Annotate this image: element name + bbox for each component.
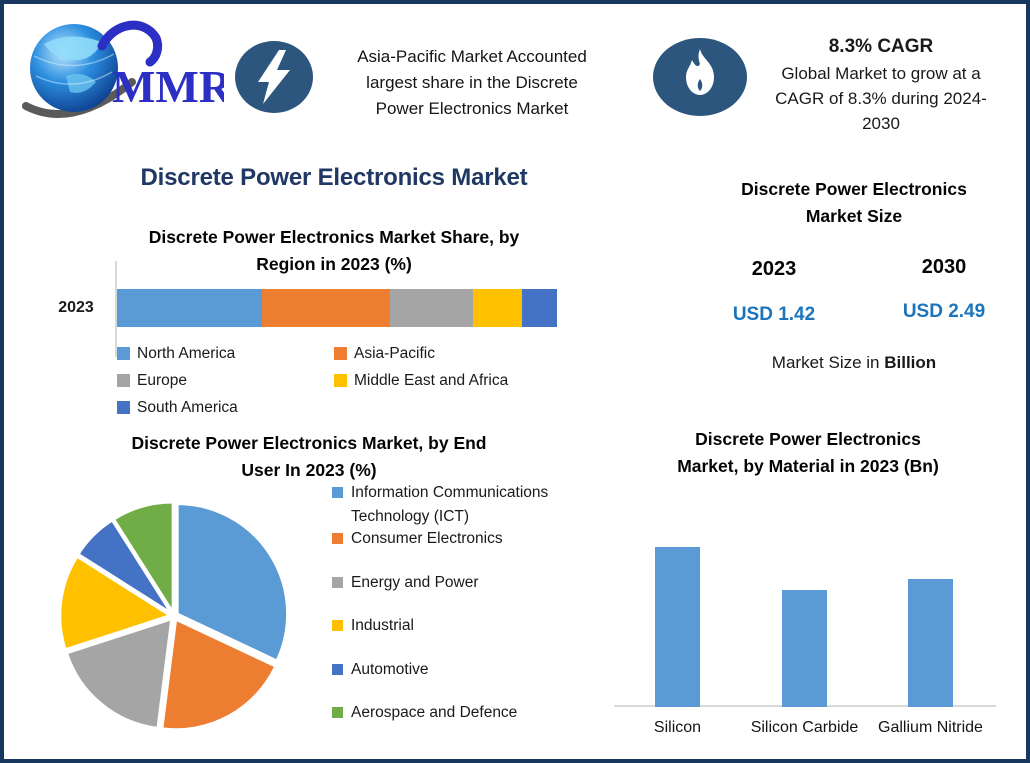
legend-label-middle-east-and-africa: Middle East and Africa	[354, 371, 509, 389]
region-chart-axis	[115, 261, 117, 357]
region-chart-row-label: 2023	[58, 299, 94, 316]
legend-item-europe: Europe	[117, 367, 334, 394]
legend-swatch-information-communications-technology-ict	[332, 487, 343, 498]
enduser-legend: Information Communications Technology (I…	[332, 481, 590, 745]
pie-slice-information-communications-technology-ict	[176, 502, 289, 663]
material-bar-gallium-nitride	[908, 579, 953, 707]
enduser-chart-title-line: User In 2023 (%)	[241, 460, 377, 480]
cagr-line: Global Market to grow at a	[781, 64, 981, 83]
share-headline-line: largest share in the Discrete	[366, 73, 578, 92]
cagr-headline: 8.3% CAGR	[828, 36, 934, 57]
market-size-title-line: Discrete Power Electronics	[741, 179, 967, 199]
lightning-icon	[235, 41, 313, 113]
legend-item-asia-pacific: Asia-Pacific	[334, 340, 577, 367]
share-headline: Asia-Pacific Market Accounted largest sh…	[322, 44, 622, 122]
region-bar-segment-north-america	[117, 289, 263, 327]
region-bar-segment-middle-east-and-africa	[473, 289, 522, 327]
market-size-year-2023: 2023	[751, 258, 797, 280]
legend-label-consumer-electronics: Consumer Electronics	[351, 530, 503, 547]
material-chart-title-line: Discrete Power Electronics	[695, 429, 921, 449]
legend-label-energy-and-power: Energy and Power	[351, 573, 479, 591]
legend-item-consumer-electronics: Consumer Electronics	[332, 527, 590, 571]
legend-item-middle-east-and-africa: Middle East and Africa	[334, 367, 577, 394]
legend-item-industrial: Industrial	[332, 614, 590, 658]
share-headline-line: Asia-Pacific Market Accounted	[357, 47, 587, 66]
region-bar-segment-asia-pacific	[262, 289, 390, 327]
region-legend: North America Asia-Pacific Europe Middle Ea…	[117, 340, 577, 421]
cagr-callout: 8.3% CAGR Global Market to grow at a CAG…	[754, 34, 1008, 136]
legend-item-south-america: South America	[117, 394, 334, 421]
market-size-caption: Market Size in Billion	[699, 353, 1009, 373]
material-bar-silicon-carbide	[782, 590, 827, 707]
material-chart-title-line: Market, by Material in 2023 (Bn)	[677, 456, 939, 476]
legend-swatch-europe	[117, 374, 130, 387]
material-chart-title: Discrete Power Electronics Market, by Ma…	[622, 426, 994, 480]
enduser-chart-title: Discrete Power Electronics Market, by En…	[89, 430, 529, 484]
region-chart-title-line: Discrete Power Electronics Market Share,…	[148, 227, 520, 247]
legend-label-aerospace-and-defence: Aerospace and Defence	[351, 704, 518, 721]
legend-label-industrial: Industrial	[351, 617, 414, 634]
legend-swatch-north-america	[117, 347, 130, 360]
pie-slice-aerospace-and-defence	[112, 500, 175, 617]
legend-swatch-south-america	[117, 401, 130, 414]
flame-icon	[653, 38, 747, 116]
legend-label-information-communications-technology-ict: Information Communications Technology (I…	[351, 484, 549, 525]
pie-slice-automotive	[76, 518, 173, 615]
legend-swatch-energy-and-power	[332, 576, 343, 588]
region-bar-segment-europe	[389, 289, 474, 327]
market-size-title-line: Market Size	[805, 206, 903, 226]
mmr-logo: MMR	[14, 10, 233, 120]
legend-label-asia-pacific: Asia-Pacific	[354, 344, 435, 362]
legend-item-information-communications-technology-ict: Information Communications Technology (I…	[332, 481, 590, 527]
cagr-badge	[652, 37, 748, 117]
market-size-value-2030: USD 2.49	[902, 301, 986, 322]
enduser-chart-title-line: Discrete Power Electronics Market, by En…	[131, 433, 487, 453]
material-bar-label-silicon-carbide: Silicon Carbide	[750, 719, 859, 736]
cagr-line: CAGR of 8.3% during 2024-	[775, 89, 987, 108]
material-chart: Silicon Silicon Carbide Gallium Nitride	[614, 544, 996, 754]
globe-icon: MMR	[22, 20, 233, 118]
legend-item-north-america: North America	[117, 340, 334, 367]
market-size-caption-prefix: Market Size in	[771, 353, 885, 372]
pie-slice-consumer-electronics	[160, 617, 278, 731]
material-bar-silicon	[655, 547, 700, 707]
legend-swatch-consumer-electronics	[332, 533, 343, 544]
legend-label-automotive: Automotive	[351, 660, 429, 678]
logo-text: MMR	[112, 61, 224, 112]
legend-label-europe: Europe	[137, 371, 187, 389]
market-size-caption-unit: Billion	[884, 353, 937, 372]
legend-item-energy-and-power: Energy and Power	[332, 571, 590, 615]
region-bar-segment-south-america	[521, 289, 557, 327]
legend-label-north-america: North America	[137, 344, 236, 362]
enduser-pie	[58, 500, 289, 731]
market-size-year-2030: 2030	[921, 256, 967, 278]
legend-swatch-industrial	[332, 620, 343, 631]
share-badge	[234, 40, 314, 114]
page-title: Discrete Power Electronics Market	[140, 164, 528, 191]
legend-item-aerospace-and-defence: Aerospace and Defence	[332, 701, 590, 745]
legend-label-south-america: South America	[137, 398, 238, 416]
legend-swatch-aerospace-and-defence	[332, 707, 343, 718]
market-size-title: Discrete Power Electronics Market Size	[699, 176, 1009, 230]
material-bar-label-silicon: Silicon	[653, 719, 702, 736]
region-stacked-bar	[117, 289, 557, 327]
legend-swatch-automotive	[332, 663, 343, 675]
cagr-line: 2030	[862, 114, 900, 133]
legend-swatch-asia-pacific	[334, 347, 347, 360]
legend-item-automotive: Automotive	[332, 658, 590, 702]
region-chart-title: Discrete Power Electronics Market Share,…	[99, 224, 569, 278]
market-size-value-2023: USD 1.42	[732, 304, 816, 325]
pie-slice-industrial	[58, 554, 173, 652]
pie-slice-energy-and-power	[65, 617, 173, 730]
share-headline-line: Power Electronics Market	[375, 99, 569, 118]
material-bar-label-gallium-nitride: Gallium Nitride	[878, 719, 983, 736]
legend-swatch-middle-east-and-africa	[334, 374, 347, 387]
region-chart-title-line: Region in 2023 (%)	[256, 254, 412, 274]
